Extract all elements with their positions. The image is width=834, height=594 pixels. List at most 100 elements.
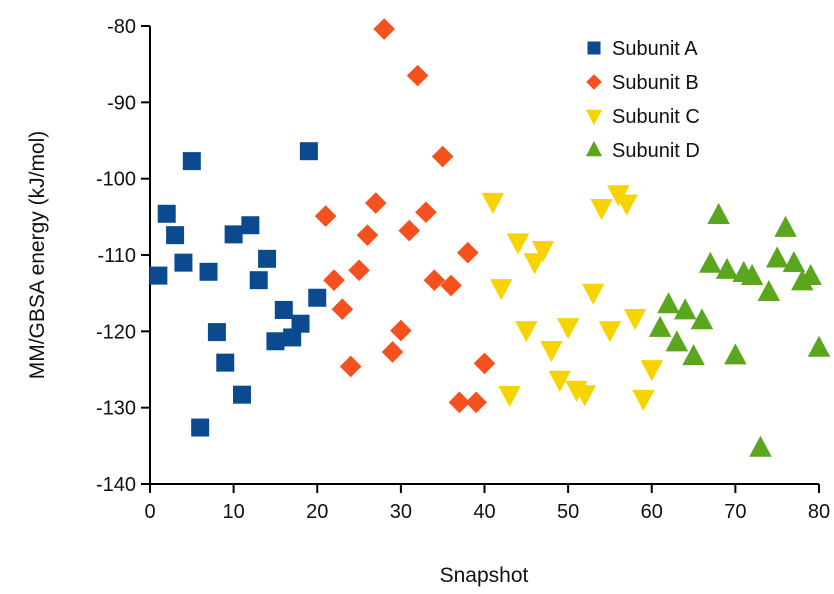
x-tick-label: 20 xyxy=(306,501,328,523)
subunit-d-point xyxy=(807,335,831,357)
subunit-c-point xyxy=(556,318,580,340)
subunit-b-point xyxy=(440,274,462,297)
legend-subunit-b-label: Subunit B xyxy=(612,72,699,94)
legend-subunit-d-marker xyxy=(585,141,603,157)
subunit-c-point xyxy=(590,199,613,221)
subunit-d-point xyxy=(699,251,722,273)
subunit-b-point xyxy=(314,205,337,227)
subunit-b-point xyxy=(390,319,412,342)
y-tick-label: -130 xyxy=(96,398,136,420)
subunit-b-point xyxy=(456,241,479,264)
y-tick-label: -90 xyxy=(107,92,136,114)
subunit-d-point xyxy=(673,298,697,320)
subunit-c-point xyxy=(481,192,505,214)
subunit-c-point xyxy=(523,253,546,275)
subunit-a-point xyxy=(166,226,185,245)
subunit-a-point xyxy=(157,204,176,223)
subunit-a-point xyxy=(232,385,251,404)
x-tick-label: 10 xyxy=(223,501,245,523)
x-tick-label: 40 xyxy=(473,501,495,523)
subunit-c-point xyxy=(548,370,572,392)
subunit-b-point xyxy=(381,341,404,363)
subunit-d-point xyxy=(782,250,806,273)
subunit-a-point xyxy=(266,332,285,351)
legend-subunit-c-marker xyxy=(585,109,603,125)
subunit-b-point xyxy=(398,219,421,242)
subunit-b-point xyxy=(364,192,387,214)
subunit-b-point xyxy=(323,269,345,291)
subunit-d-point xyxy=(707,202,730,224)
subunit-d-point xyxy=(740,263,764,286)
subunit-a-point xyxy=(274,300,293,319)
plot-axes: -80 -90 -100 -110 -120 -130 -140 0 10 20 30 40 50 60 7… xyxy=(96,16,830,523)
subunit-b-point xyxy=(423,269,446,291)
subunit-c-point xyxy=(531,241,555,263)
x-tick-label: 80 xyxy=(808,501,830,523)
subunit-a-point xyxy=(241,216,260,235)
y-tick-label: -80 xyxy=(107,16,136,38)
legend-subunit-a-marker xyxy=(587,41,601,55)
legend: Subunit A Subunit B Subunit C Subunit D xyxy=(585,38,700,162)
subunit-a-point xyxy=(283,328,302,347)
subunit-c-point xyxy=(515,321,538,343)
y-axis-title: MM/GBSA energy (kJ/mol) xyxy=(26,131,49,380)
subunit-b-point xyxy=(348,259,370,282)
subunit-d-point xyxy=(657,292,680,314)
x-tick-label: 50 xyxy=(557,501,579,523)
subunit-a-point xyxy=(149,266,168,285)
subunit-c-point xyxy=(623,308,647,331)
x-tick-label: 60 xyxy=(641,501,663,523)
legend-subunit-c-label: Subunit C xyxy=(612,106,700,128)
subunit-b-point xyxy=(406,64,429,87)
subunit-a-point xyxy=(308,288,327,307)
subunit-b-point xyxy=(373,18,395,40)
subunit-c-point xyxy=(506,233,530,255)
y-tick-label: -140 xyxy=(96,474,136,496)
legend-subunit-d-label: Subunit D xyxy=(612,140,700,162)
subunit-c-point xyxy=(632,389,655,411)
subunit-a-point xyxy=(299,142,318,161)
subunit-c-point xyxy=(615,194,638,216)
x-tick-label: 70 xyxy=(724,501,746,523)
subunit-d-point xyxy=(765,246,789,268)
subunit-d-point xyxy=(724,343,747,365)
subunit-b-point xyxy=(473,352,496,375)
subunit-c-point xyxy=(598,321,622,343)
subunit-a-point xyxy=(199,262,218,281)
legend-subunit-a-label: Subunit A xyxy=(612,38,698,60)
subunit-a-point xyxy=(207,323,226,342)
subunit-b-point xyxy=(331,298,354,320)
x-tick-label: 0 xyxy=(144,501,155,523)
subunit-d-point xyxy=(774,215,797,237)
subunit-d-point xyxy=(715,257,739,279)
subunit-a-point xyxy=(174,253,193,272)
subunit-d-point xyxy=(690,308,714,330)
subunit-d-point xyxy=(757,279,781,302)
subunit-a-point xyxy=(182,152,201,171)
subunit-a-point xyxy=(249,271,268,290)
subunit-c-point xyxy=(581,283,605,305)
subunit-d-point xyxy=(665,330,689,352)
subunit-a-point xyxy=(191,418,210,437)
subunit-d-point xyxy=(648,315,672,337)
subunit-b-point xyxy=(448,391,471,414)
subunit-a-point xyxy=(291,314,310,333)
subunit-b-point xyxy=(465,391,487,414)
subunit-c-point xyxy=(498,386,521,408)
subunit-d-point xyxy=(799,263,822,286)
data-points xyxy=(149,18,831,457)
x-tick-label: 30 xyxy=(390,501,412,523)
subunit-c-point xyxy=(573,385,597,407)
legend-subunit-b-marker xyxy=(586,74,602,90)
subunit-b-point xyxy=(431,145,454,168)
subunit-c-point xyxy=(640,360,663,382)
subunit-a-point xyxy=(216,353,235,372)
subunit-b-point xyxy=(356,224,379,246)
x-axis-title: Snapshot xyxy=(440,564,529,587)
y-tick-label: -100 xyxy=(96,169,136,191)
y-tick-label: -110 xyxy=(97,245,136,267)
subunit-d-point xyxy=(682,344,705,366)
subunit-c-point xyxy=(540,341,563,363)
y-tick-label: -120 xyxy=(96,321,136,343)
